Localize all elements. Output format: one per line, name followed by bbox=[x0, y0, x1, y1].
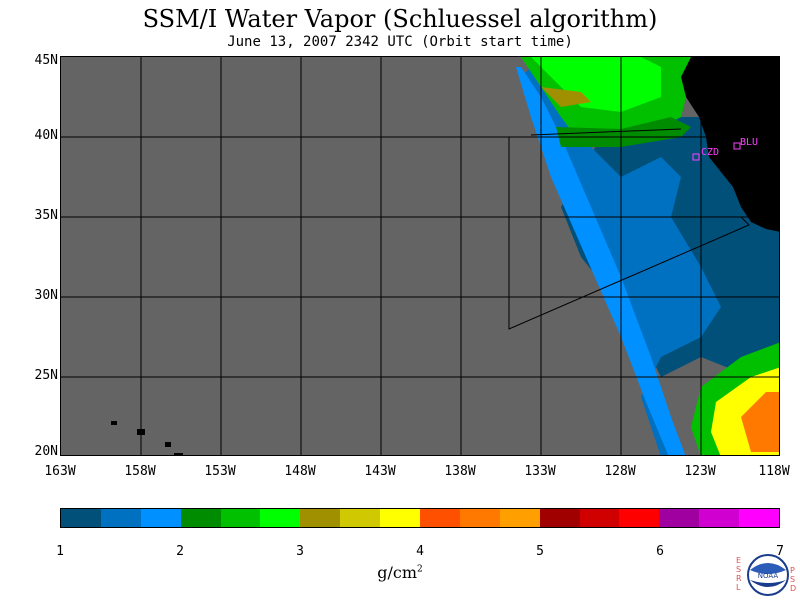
station-marker-czd bbox=[692, 153, 700, 161]
station-marker-blu bbox=[733, 142, 741, 150]
colorbar-tick: 2 bbox=[176, 544, 184, 559]
colorbar-swatch bbox=[619, 509, 660, 527]
lon-label: 118W bbox=[758, 464, 790, 479]
swath-orange bbox=[741, 392, 779, 452]
noaa-logo-icon: NOAA bbox=[747, 554, 789, 596]
colorbar-swatch bbox=[300, 509, 341, 527]
water-vapor-map bbox=[60, 56, 780, 456]
svg-text:NOAA: NOAA bbox=[758, 572, 779, 580]
region-outline-top bbox=[530, 128, 682, 136]
units-label: g/cm2 bbox=[377, 563, 423, 582]
colorbar-tick: 1 bbox=[56, 544, 64, 559]
map-canvas bbox=[61, 57, 779, 455]
colorbar-swatch bbox=[180, 509, 221, 527]
colorbar-swatch bbox=[659, 509, 700, 527]
colorbar-swatch bbox=[140, 509, 181, 527]
lat-label: 40N bbox=[34, 128, 58, 143]
lon-label: 148W bbox=[284, 464, 316, 479]
chart-subtitle: June 13, 2007 2342 UTC (Orbit start time… bbox=[227, 34, 573, 50]
lon-label: 128W bbox=[604, 464, 636, 479]
psd-letters: P S D bbox=[790, 566, 797, 593]
swath-bright-green bbox=[531, 57, 661, 112]
hawaii-island-4 bbox=[174, 453, 183, 455]
colorbar-swatch bbox=[61, 509, 101, 527]
esrl-letters: E S R L bbox=[736, 556, 742, 592]
swath-olive bbox=[541, 87, 591, 107]
colorbar-tick: 7 bbox=[776, 544, 784, 559]
lon-label: 163W bbox=[44, 464, 76, 479]
hawaii-island-1 bbox=[111, 421, 117, 425]
colorbar-tick: 5 bbox=[536, 544, 544, 559]
lat-label: 45N bbox=[34, 53, 58, 68]
lat-label: 30N bbox=[34, 288, 58, 303]
swath-dark-green bbox=[556, 117, 691, 147]
swath-light-blue bbox=[516, 67, 686, 455]
colorbar-swatch bbox=[699, 509, 740, 527]
lon-label: 158W bbox=[124, 464, 156, 479]
colorbar-swatch bbox=[340, 509, 381, 527]
colorbar-tick: 6 bbox=[656, 544, 664, 559]
colorbar-swatch bbox=[579, 509, 620, 527]
lon-label: 138W bbox=[444, 464, 476, 479]
station-label-blu: BLU bbox=[740, 137, 759, 148]
colorbar-swatch bbox=[539, 509, 580, 527]
colorbar-swatch bbox=[420, 509, 460, 527]
colorbar-swatch bbox=[220, 509, 261, 527]
colorbar-swatch bbox=[739, 509, 780, 527]
land-california bbox=[681, 57, 779, 232]
chart-title: SSM/I Water Vapor (Schluessel algorithm) bbox=[142, 5, 658, 33]
lat-label: 25N bbox=[34, 368, 58, 383]
colorbar-tick: 3 bbox=[296, 544, 304, 559]
hawaii-island-3 bbox=[165, 442, 171, 447]
colorbar-swatch bbox=[380, 509, 421, 527]
colorbar-swatch bbox=[499, 509, 540, 527]
lat-label: 35N bbox=[34, 208, 58, 223]
lon-label: 123W bbox=[684, 464, 716, 479]
colorbar-swatch bbox=[260, 509, 301, 527]
station-label-czd: CZD bbox=[701, 147, 720, 158]
lon-label: 153W bbox=[204, 464, 236, 479]
lon-label: 143W bbox=[364, 464, 396, 479]
lat-label: 20N bbox=[34, 444, 58, 459]
colorbar-swatch bbox=[459, 509, 500, 527]
map-grid bbox=[61, 57, 779, 455]
lon-label: 133W bbox=[524, 464, 556, 479]
colorbar-tick: 4 bbox=[416, 544, 424, 559]
region-outline bbox=[508, 137, 750, 330]
colorbar-swatch bbox=[100, 509, 141, 527]
colorbar bbox=[60, 508, 780, 528]
